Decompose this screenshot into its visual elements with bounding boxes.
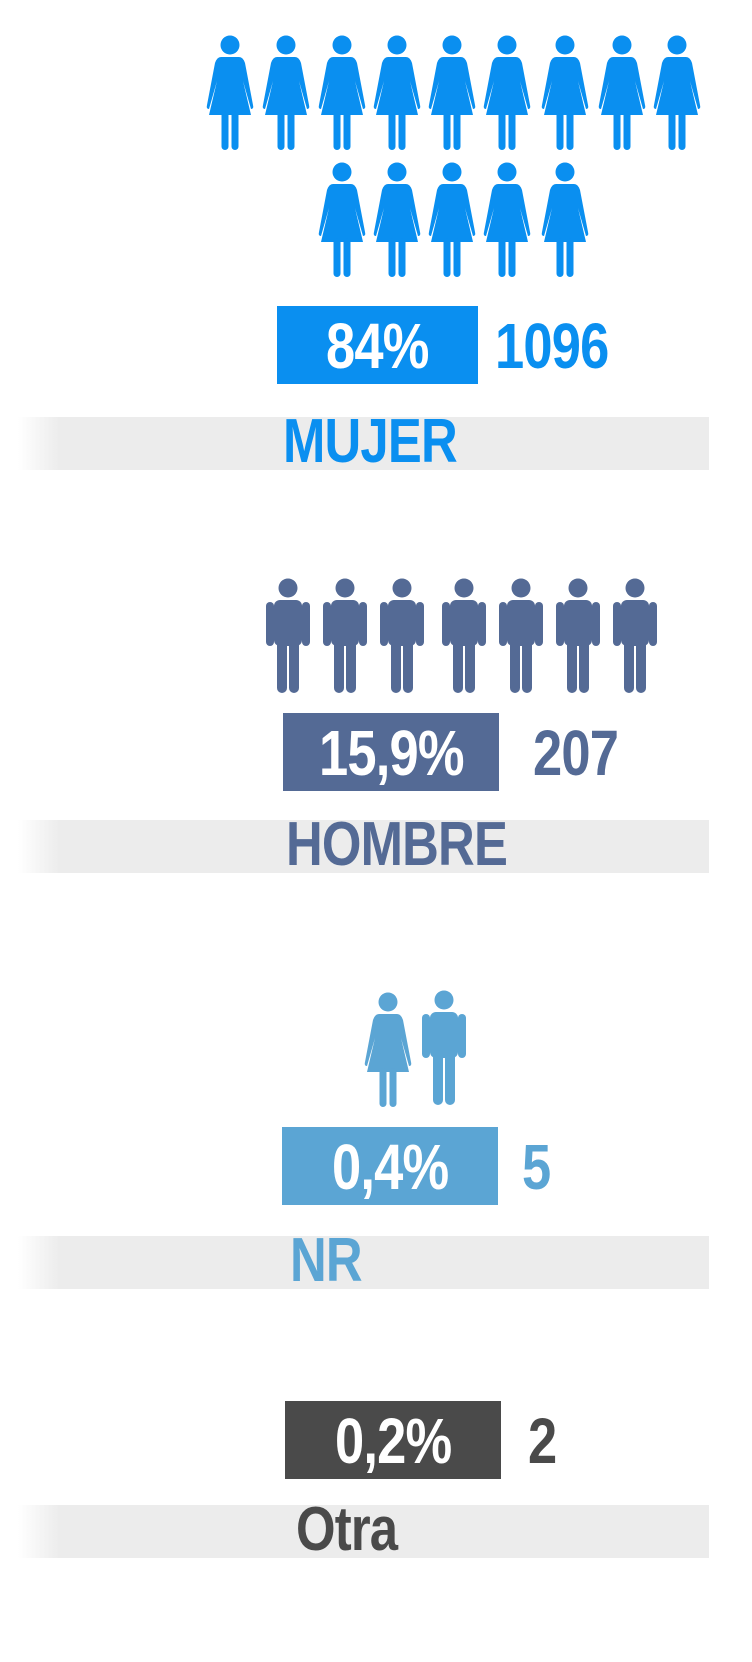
woman-icon (364, 992, 412, 1107)
woman-icon (541, 162, 589, 277)
man-icon (613, 578, 657, 693)
woman-icon (541, 35, 589, 150)
count-label: 207 (533, 717, 619, 789)
category-label: HOMBRE (286, 810, 508, 879)
percent-box (277, 306, 478, 384)
category-label: Otra (296, 1495, 398, 1564)
category-label: MUJER (283, 407, 458, 476)
percent-label: 15,9% (318, 717, 465, 789)
woman-icon (373, 162, 421, 277)
man-icon (556, 578, 600, 693)
man-icon (442, 578, 486, 693)
woman-icon (653, 35, 701, 150)
woman-icon (262, 35, 310, 150)
man-icon (266, 578, 310, 693)
man-icon (499, 578, 543, 693)
percent-label: 0,2% (334, 1405, 452, 1477)
woman-icon (206, 35, 254, 150)
woman-icon (318, 35, 366, 150)
man-icon (422, 990, 466, 1105)
woman-icon (483, 35, 531, 150)
category-label: NR (290, 1226, 363, 1295)
woman-icon (428, 35, 476, 150)
icons (206, 35, 701, 1107)
label-band (18, 417, 709, 470)
count-label: 5 (522, 1131, 551, 1203)
percent-label: 84% (326, 310, 429, 382)
label-band (18, 1505, 709, 1558)
percent-box (283, 713, 499, 791)
woman-icon (318, 162, 366, 277)
woman-icon (598, 35, 646, 150)
man-icon (380, 578, 424, 693)
percent-label: 0,4% (331, 1131, 449, 1203)
man-icon (323, 578, 367, 693)
count-label: 1096 (495, 310, 609, 382)
label-band (18, 1236, 709, 1289)
woman-icon (428, 162, 476, 277)
woman-icon (373, 35, 421, 150)
label-band (18, 820, 709, 873)
percent-box (285, 1401, 501, 1479)
woman-icon (483, 162, 531, 277)
count-label: 2 (528, 1405, 557, 1477)
percent-box (282, 1127, 498, 1205)
